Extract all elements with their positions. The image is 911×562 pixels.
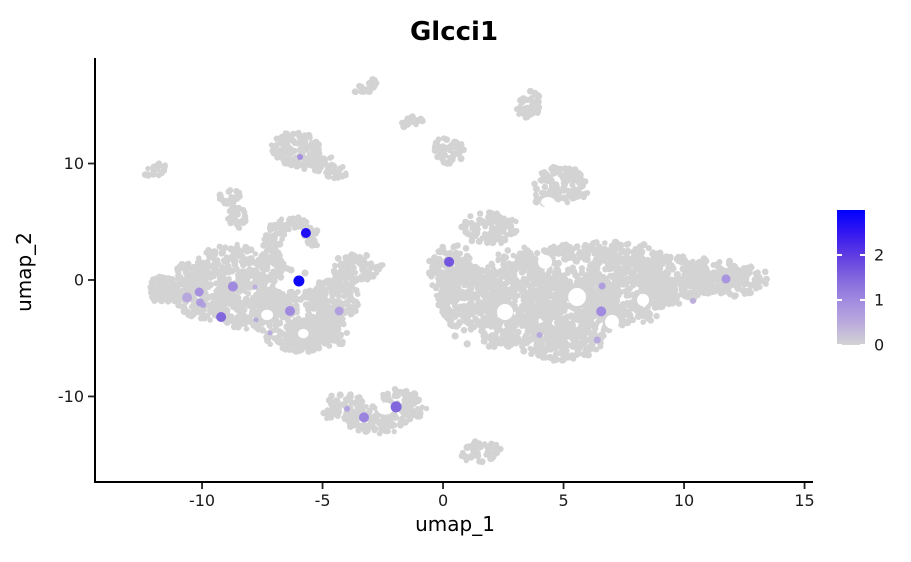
y-axis-label: umap_2: [12, 232, 36, 312]
expressing-cell-point: [598, 282, 606, 290]
x-tick-label: 15: [794, 491, 814, 510]
x-tick-label: -5: [315, 491, 331, 510]
expressing-cell-point: [444, 256, 455, 267]
expressing-cell-point: [194, 287, 204, 297]
expressing-cell-point: [721, 274, 731, 284]
expressing-cell-point: [285, 306, 295, 316]
expressing-cell-point: [536, 332, 543, 338]
expressing-cell-point: [253, 317, 259, 323]
expressing-cell-point: [359, 412, 369, 423]
expressing-cell-point: [216, 312, 227, 322]
expressing-cell-point: [267, 330, 273, 336]
y-tick-label: -10: [58, 387, 84, 406]
expressing-cell-point: [596, 306, 607, 317]
x-tick-label: 5: [558, 491, 568, 510]
colorbar-gradient-bar: [837, 210, 865, 345]
legend-tick-label: 2: [874, 246, 884, 265]
expressing-cell-point: [182, 292, 193, 303]
expressing-cell-point: [334, 306, 344, 316]
expressing-cell-point: [196, 298, 205, 307]
colorbar-legend: 0 1 2: [837, 210, 884, 355]
legend-tick-label: 0: [874, 336, 884, 355]
expressing-cell-point: [252, 284, 258, 290]
expressing-cell-point: [593, 336, 601, 344]
x-tick-label: 0: [438, 491, 448, 510]
legend-tick-label: 1: [874, 291, 884, 310]
axes-layer: -10 -5 0 5 10 15 -10 0 10: [58, 58, 815, 510]
expressing-cell-point: [227, 281, 238, 292]
expressing-cell-point: [300, 228, 311, 238]
x-tick-label: 10: [674, 491, 694, 510]
plot-title: Glcci1: [410, 17, 498, 47]
y-tick-label: 0: [74, 270, 84, 289]
x-axis-label: umap_1: [415, 512, 495, 536]
expressing-cell-point: [390, 401, 402, 413]
y-tick-label: 10: [64, 154, 84, 173]
scatter-points-layer: [141, 76, 770, 466]
expressing-cell-point: [297, 154, 304, 160]
expressing-cell-point: [293, 275, 305, 287]
expressing-cell-point: [344, 405, 351, 412]
expressing-cell-point: [690, 297, 696, 304]
x-tick-label: -10: [189, 491, 215, 510]
